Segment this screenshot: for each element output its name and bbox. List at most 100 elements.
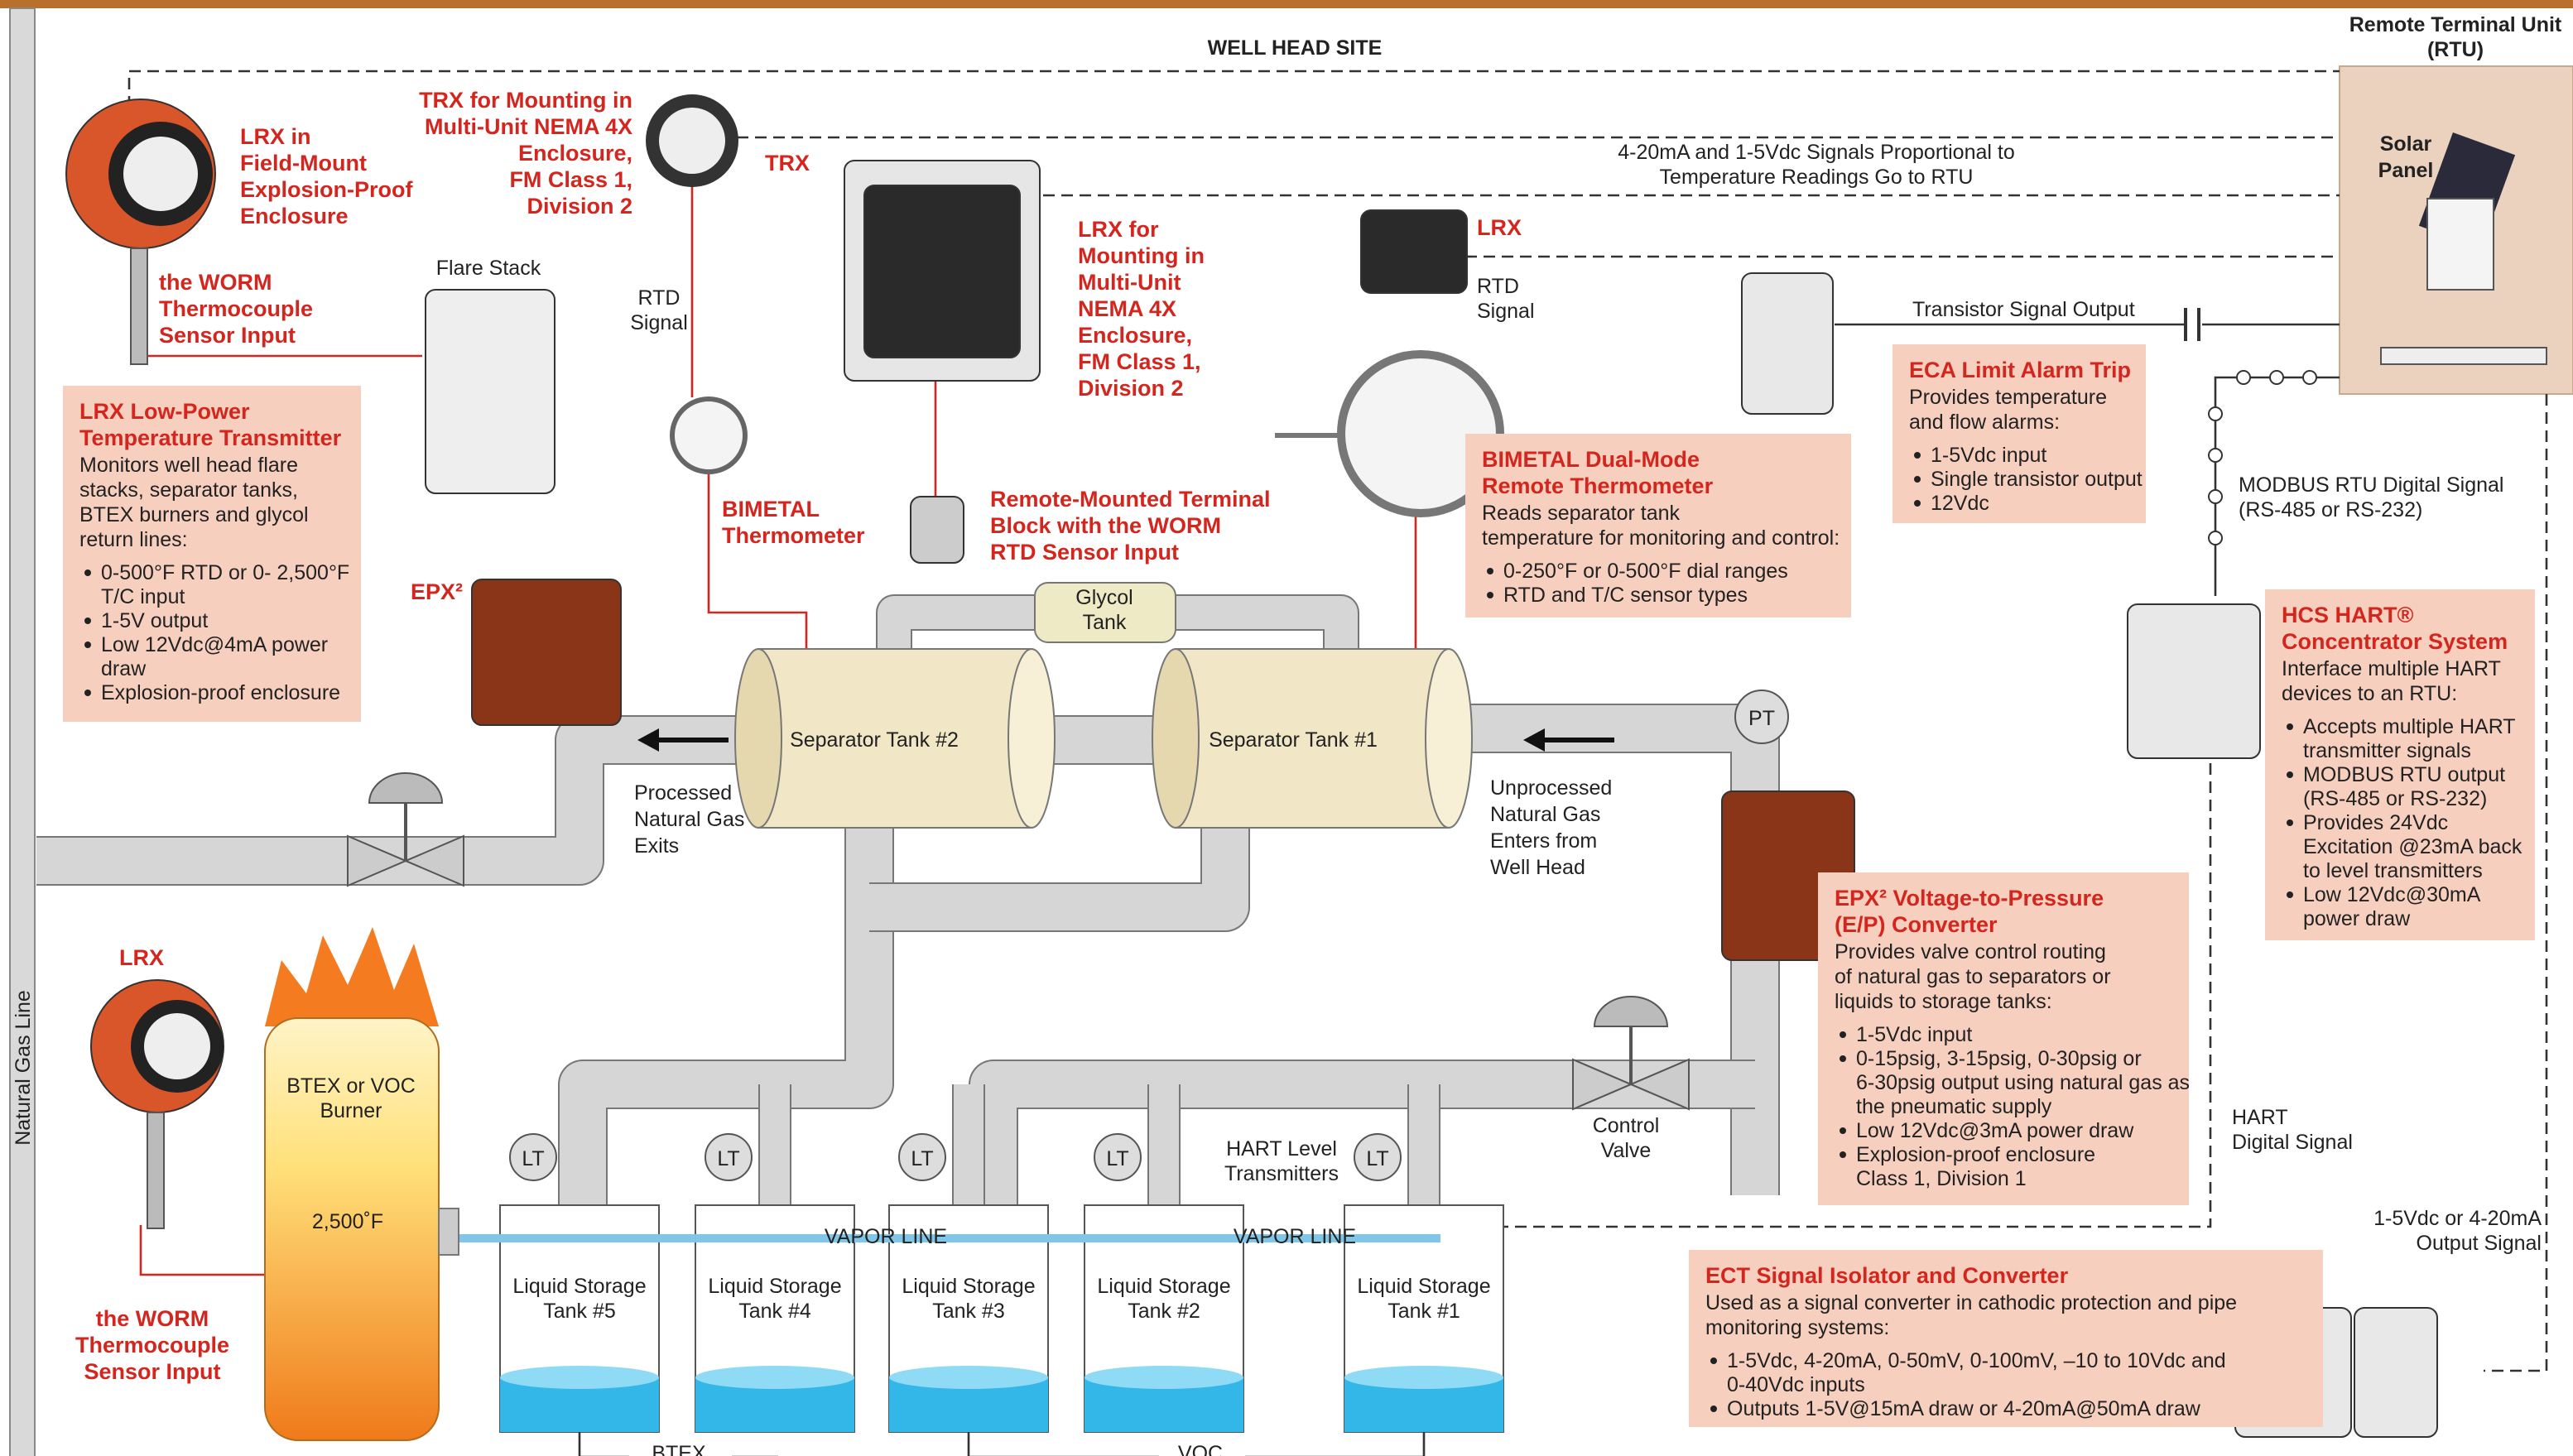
tank-liquid-top xyxy=(500,1366,659,1389)
label: Flare Stack xyxy=(436,257,541,280)
label: Processed Natural Gas Exits xyxy=(634,781,744,858)
label: HART LevelTransmitters xyxy=(1224,1137,1339,1185)
box-description: stacks, separator tanks, xyxy=(79,478,298,502)
bullet xyxy=(84,569,91,576)
box-bullet: 0-250°F or 0-500°F dial ranges xyxy=(1503,560,1788,583)
valve-actuator xyxy=(369,773,442,803)
label-line: Enclosure xyxy=(240,204,349,228)
hcs-module xyxy=(2128,604,2260,758)
label-line: Tank #4 xyxy=(738,1300,811,1323)
box-description: Reads separator tank xyxy=(1482,502,1681,525)
thermocouple-probe xyxy=(147,1112,164,1228)
label-line: Burner xyxy=(320,1099,382,1122)
box-title: Concentrator System xyxy=(2282,629,2508,654)
bullet xyxy=(1840,1055,1846,1062)
connector-dot xyxy=(2209,490,2222,503)
box-title: Temperature Transmitter xyxy=(79,425,342,450)
bullet xyxy=(2287,723,2293,730)
box-title: Remote Thermometer xyxy=(1482,473,1714,498)
label-line: Explosion-Proof xyxy=(240,177,414,202)
label-line: RTD xyxy=(638,286,681,310)
lt-label: LT xyxy=(717,1147,739,1170)
lt-label: LT xyxy=(522,1147,544,1170)
box-bullet: Explosion-proof enclosure xyxy=(101,681,340,704)
label: LRX forMounting inMulti-UnitNEMA 4XEnclo… xyxy=(1078,217,1205,401)
label-line: Tank #5 xyxy=(543,1300,616,1323)
box-description: monitoring systems: xyxy=(1705,1316,1889,1339)
page-title: WELL HEAD SITE xyxy=(1208,36,1383,60)
label: LRX xyxy=(119,945,164,970)
label: Separator Tank #1 xyxy=(1209,728,1378,752)
label-line: Multi-Unit NEMA 4X xyxy=(425,114,632,139)
box-bullet: Outputs 1-5V@15mA draw or 4-20mA@50mA dr… xyxy=(1727,1397,2201,1420)
label-line: Signal xyxy=(1477,300,1535,323)
label-line: 4-20mA and 1-5Vdc Signals Proportional t… xyxy=(1618,141,2014,164)
separator-tank-end xyxy=(1426,649,1472,828)
box-bullet: Provides 24Vdc xyxy=(2303,811,2448,834)
bullet xyxy=(1487,592,1493,598)
label-line: Enclosure, xyxy=(1078,323,1192,348)
natural-gas-line-pipe xyxy=(10,8,35,1456)
label-line: Exits xyxy=(634,834,679,858)
label-line: Processed xyxy=(634,781,732,805)
label-line: Enters from xyxy=(1490,829,1597,853)
separator-tank-end xyxy=(1008,649,1055,828)
label-line: Thermometer xyxy=(722,523,865,548)
box-title: BIMETAL Dual-Mode xyxy=(1482,447,1700,472)
box-bullet: 0-15psig, 3-15psig, 0-30psig or xyxy=(1856,1047,2142,1070)
connector-dot xyxy=(2270,371,2283,384)
box-description: liquids to storage tanks: xyxy=(1835,990,2052,1013)
label: MODBUS RTU Digital Signal(RS-485 or RS-2… xyxy=(2239,473,2503,521)
bullet xyxy=(1914,476,1921,483)
separator-tank-end xyxy=(1152,649,1199,828)
label-line: LRX in xyxy=(240,124,311,149)
label: VOC xyxy=(1178,1442,1223,1456)
label-line: Sensor Input xyxy=(84,1359,220,1384)
lt-label: LT xyxy=(1366,1147,1388,1170)
box-bullet: the pneumatic supply xyxy=(1856,1095,2052,1118)
label-line: RTD xyxy=(1477,275,1519,298)
lrx-module xyxy=(864,185,1020,358)
signal-line xyxy=(141,1225,265,1275)
box-title: LRX Low-Power xyxy=(79,399,250,424)
box-bullet: Accepts multiple HART xyxy=(2303,715,2516,738)
box-bullet: MODBUS RTU output xyxy=(2303,763,2505,786)
label-line: Field-Mount xyxy=(240,151,367,175)
label: Remote-Mounted TerminalBlock with the WO… xyxy=(990,487,1271,565)
box-bullet: Low 12Vdc@4mA power xyxy=(101,633,328,656)
label: the WORMThermocoupleSensor Input xyxy=(75,1306,229,1384)
label: UnprocessedNatural GasEnters fromWell He… xyxy=(1490,776,1612,879)
label-line: the WORM xyxy=(96,1306,209,1331)
lrx-display xyxy=(144,1013,210,1079)
box-bullet: Explosion-proof enclosure xyxy=(1856,1143,2095,1166)
top-border xyxy=(0,0,2573,8)
pipe xyxy=(869,828,1225,907)
bullet xyxy=(1840,1151,1846,1158)
lrx-module-small xyxy=(1361,210,1467,293)
label-line: Tank #3 xyxy=(932,1300,1005,1323)
box-bullet: Excitation @23mA back xyxy=(2303,835,2523,858)
bullet xyxy=(2287,891,2293,898)
connector-dot xyxy=(2209,531,2222,545)
box-bullet: draw xyxy=(101,657,147,680)
eca-module xyxy=(1742,273,1833,414)
box-bullet: 1-5Vdc input xyxy=(1856,1023,1972,1046)
tank-liquid-top xyxy=(1085,1366,1243,1389)
bullet xyxy=(84,617,91,624)
label-line: (RTU) xyxy=(2427,38,2484,61)
connector-dot xyxy=(2209,407,2222,420)
label-line: Temperature Readings Go to RTU xyxy=(1660,166,1974,189)
box-title: ECA Limit Alarm Trip xyxy=(1909,358,2131,382)
box-bullet: 1-5Vdc input xyxy=(1931,444,2046,467)
box-title: (E/P) Converter xyxy=(1835,912,1998,937)
label-line: Division 2 xyxy=(1078,376,1184,401)
label-line: 1-5Vdc or 4-20mA xyxy=(2373,1207,2542,1230)
side-label: Natural Gas Line xyxy=(12,990,35,1146)
label-line: Unprocessed xyxy=(1490,776,1612,800)
label-line: Natural Gas xyxy=(1490,803,1600,826)
label-line: Natural Gas xyxy=(634,808,744,831)
box-bullet: 1-5V output xyxy=(101,609,208,632)
label: Separator Tank #2 xyxy=(790,728,959,752)
